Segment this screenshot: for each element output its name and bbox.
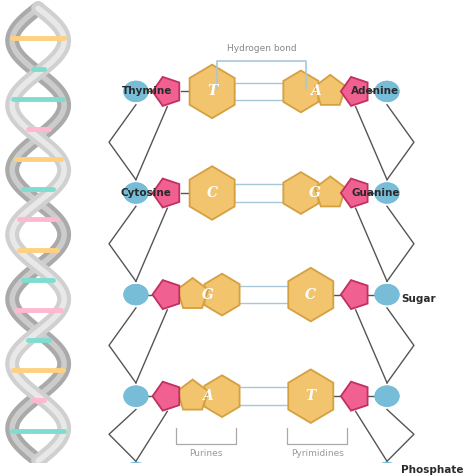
Text: Purines: Purines <box>189 449 222 458</box>
FancyBboxPatch shape <box>234 286 289 304</box>
Ellipse shape <box>375 386 399 406</box>
Ellipse shape <box>375 386 399 406</box>
Text: C: C <box>207 186 218 200</box>
Polygon shape <box>341 280 368 309</box>
Ellipse shape <box>375 285 399 304</box>
Ellipse shape <box>124 386 148 406</box>
Polygon shape <box>153 382 179 411</box>
Polygon shape <box>177 380 208 409</box>
Text: A: A <box>202 389 213 403</box>
Polygon shape <box>288 370 333 423</box>
Polygon shape <box>341 382 368 411</box>
Ellipse shape <box>375 183 399 203</box>
Text: T: T <box>306 389 316 403</box>
Text: Thymine: Thymine <box>121 86 172 96</box>
Ellipse shape <box>124 183 148 203</box>
Polygon shape <box>177 278 208 308</box>
Ellipse shape <box>124 183 148 203</box>
Polygon shape <box>288 268 333 322</box>
Text: A: A <box>310 85 320 98</box>
FancyBboxPatch shape <box>234 388 289 405</box>
Polygon shape <box>341 77 368 106</box>
Text: Guanine: Guanine <box>351 188 400 198</box>
Polygon shape <box>190 166 235 220</box>
Polygon shape <box>283 172 319 214</box>
FancyBboxPatch shape <box>234 184 289 202</box>
Ellipse shape <box>375 81 399 101</box>
Text: C: C <box>305 287 316 302</box>
Ellipse shape <box>375 462 399 475</box>
Text: Adenine: Adenine <box>351 86 399 96</box>
Text: Phosphate: Phosphate <box>401 465 464 475</box>
Polygon shape <box>341 179 368 208</box>
Ellipse shape <box>124 81 148 101</box>
Polygon shape <box>153 179 179 208</box>
Text: G: G <box>202 287 214 302</box>
Ellipse shape <box>124 285 148 304</box>
Ellipse shape <box>375 183 399 203</box>
Text: Cytosine: Cytosine <box>121 188 172 198</box>
Text: T: T <box>207 85 217 98</box>
Polygon shape <box>315 75 346 105</box>
FancyBboxPatch shape <box>234 83 289 100</box>
Polygon shape <box>190 65 235 118</box>
Text: G: G <box>310 186 321 200</box>
Ellipse shape <box>124 462 148 475</box>
Polygon shape <box>153 280 179 309</box>
Ellipse shape <box>124 285 148 304</box>
Text: Hydrogen bond: Hydrogen bond <box>227 44 296 53</box>
Polygon shape <box>153 77 179 106</box>
Text: Pyrimidines: Pyrimidines <box>291 449 344 458</box>
Ellipse shape <box>124 386 148 406</box>
Ellipse shape <box>124 81 148 101</box>
Ellipse shape <box>375 81 399 101</box>
Polygon shape <box>204 274 239 315</box>
Ellipse shape <box>375 285 399 304</box>
Polygon shape <box>315 176 346 207</box>
Text: Sugar: Sugar <box>401 294 436 304</box>
Polygon shape <box>283 71 319 112</box>
Polygon shape <box>204 375 239 417</box>
